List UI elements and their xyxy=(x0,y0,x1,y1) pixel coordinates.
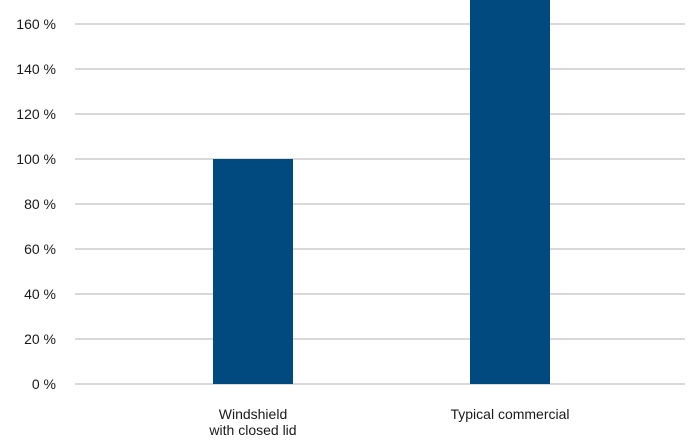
y-tick-label: 160 % xyxy=(16,16,56,32)
y-axis-tick-labels: 0 % 20 % 40 % 60 % 80 % 100 % 120 % 140 % 160 % xyxy=(16,16,56,392)
y-tick-label: 80 % xyxy=(24,196,56,212)
bar xyxy=(213,159,293,384)
y-tick-label: 0 % xyxy=(32,376,56,392)
bars xyxy=(213,0,550,384)
x-category-label: with closed lid xyxy=(208,422,296,438)
bar xyxy=(470,0,550,384)
x-category-label: Windshield xyxy=(219,406,287,422)
y-tick-label: 120 % xyxy=(16,106,56,122)
y-tick-label: 40 % xyxy=(24,286,56,302)
x-category-label: Typical commercial xyxy=(450,406,569,422)
y-tick-label: 100 % xyxy=(16,151,56,167)
y-tick-label: 60 % xyxy=(24,241,56,257)
y-tick-label: 20 % xyxy=(24,331,56,347)
y-tick-label: 140 % xyxy=(16,61,56,77)
gridlines xyxy=(75,23,685,385)
